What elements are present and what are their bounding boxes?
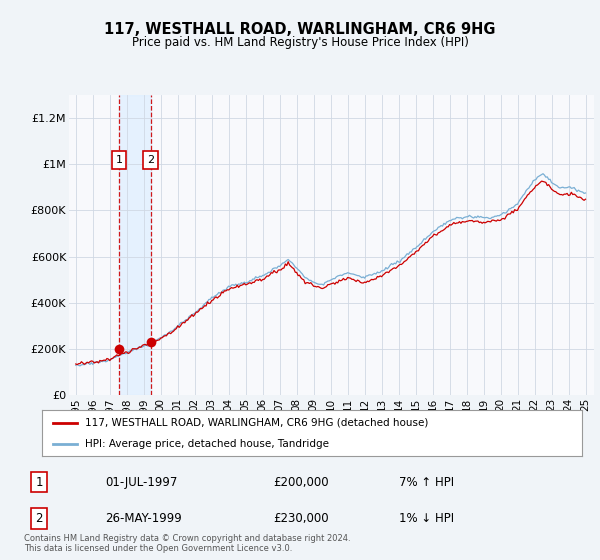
Text: 1% ↓ HPI: 1% ↓ HPI (399, 512, 454, 525)
Text: 26-MAY-1999: 26-MAY-1999 (105, 512, 182, 525)
Text: £200,000: £200,000 (273, 475, 329, 488)
Text: Contains HM Land Registry data © Crown copyright and database right 2024.
This d: Contains HM Land Registry data © Crown c… (24, 534, 350, 553)
Text: 117, WESTHALL ROAD, WARLINGHAM, CR6 9HG (detached house): 117, WESTHALL ROAD, WARLINGHAM, CR6 9HG … (85, 418, 428, 428)
Text: £230,000: £230,000 (273, 512, 329, 525)
Text: 1: 1 (115, 155, 122, 165)
Text: 1: 1 (35, 475, 43, 488)
Text: 117, WESTHALL ROAD, WARLINGHAM, CR6 9HG: 117, WESTHALL ROAD, WARLINGHAM, CR6 9HG (104, 22, 496, 38)
Text: HPI: Average price, detached house, Tandridge: HPI: Average price, detached house, Tand… (85, 439, 329, 449)
Bar (119, 95, 151, 395)
Text: 01-JUL-1997: 01-JUL-1997 (105, 475, 178, 488)
Text: 2: 2 (147, 155, 154, 165)
Text: Price paid vs. HM Land Registry's House Price Index (HPI): Price paid vs. HM Land Registry's House … (131, 36, 469, 49)
Text: 7% ↑ HPI: 7% ↑ HPI (399, 475, 454, 488)
Text: 2: 2 (35, 512, 43, 525)
